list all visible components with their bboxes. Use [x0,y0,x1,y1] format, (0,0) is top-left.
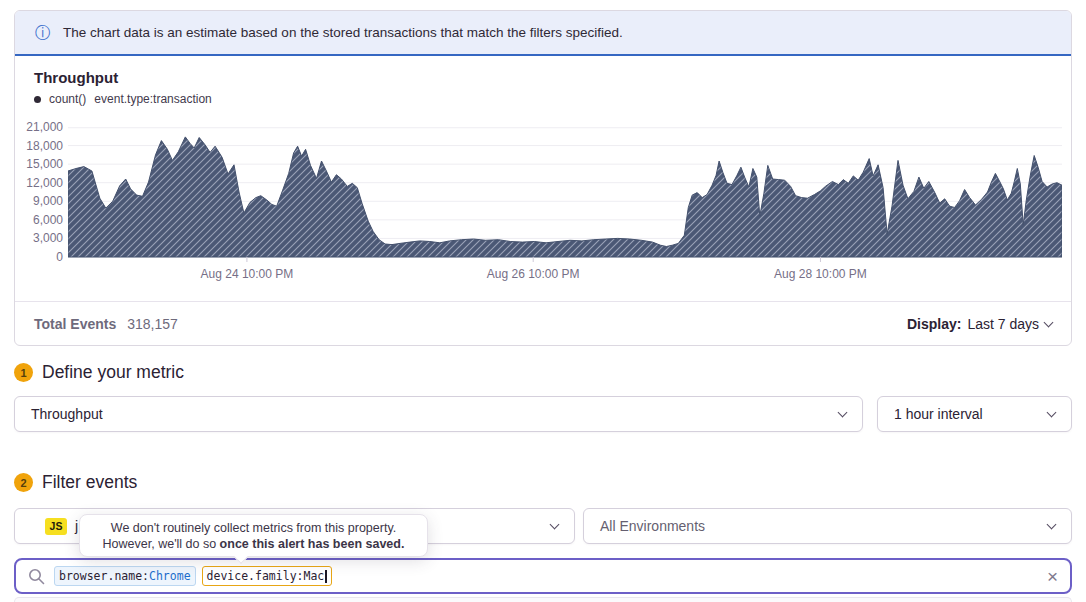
total-events-label: Total Events [34,316,116,332]
step2-title: Filter events [42,472,137,493]
display-range-dropdown[interactable]: Display: Last 7 days [907,316,1052,332]
alert-builder-page: ⓘ The chart data is an estimate based on… [0,0,1086,602]
interval-select-value: 1 hour interval [894,406,983,422]
legend-aggregate: count() [49,92,86,106]
estimate-info-banner: ⓘ The chart data is an estimate based on… [15,11,1071,56]
javascript-platform-icon: JS [45,518,67,535]
tooltip-line2: However, we'll do so once this alert has… [103,536,405,552]
step2-number-badge: 2 [14,473,33,492]
chart-title: Throughput [34,69,118,86]
total-events: Total Events 318,157 [34,316,178,332]
metric-select-value: Throughput [31,406,103,422]
chart-footer: Total Events 318,157 Display: Last 7 day… [15,301,1071,345]
clear-search-icon[interactable]: × [1047,567,1058,586]
tooltip-line1: We don't routinely collect metrics from … [111,520,396,536]
next-card-top-edge [14,597,1072,602]
throughput-chart-card: ⓘ The chart data is an estimate based on… [14,10,1072,346]
search-icon [28,568,45,585]
step2-header: 2 Filter events [14,472,137,493]
environment-select-value: All Environments [600,518,705,534]
display-label: Display: [907,316,961,332]
info-icon: ⓘ [35,25,51,41]
throughput-area-chart[interactable] [68,127,1062,264]
filter-token-device-family[interactable]: device.family:Mac [202,566,332,586]
step1-header: 1 Define your metric [14,362,184,383]
display-value: Last 7 days [967,316,1039,332]
chevron-down-icon [838,408,848,418]
metric-select[interactable]: Throughput [14,396,863,432]
chevron-down-icon [1047,520,1057,530]
interval-select[interactable]: 1 hour interval [877,396,1072,432]
total-events-value: 318,157 [127,316,178,332]
chevron-down-icon [1047,408,1057,418]
step1-title: Define your metric [42,362,184,383]
x-tick-marks [247,257,821,262]
series-dot-icon [34,96,41,103]
legend-query: event.type:transaction [94,92,211,106]
event-filter-search-input[interactable]: browser.name:Chrome device.family:Mac × [14,558,1072,594]
chevron-down-icon [550,520,560,530]
project-select-value: j [75,518,78,534]
chevron-down-icon [1044,317,1054,327]
banner-text: The chart data is an estimate based on t… [63,25,623,40]
step1-number-badge: 1 [14,363,33,382]
filter-token-browser-name[interactable]: browser.name:Chrome [54,566,196,586]
chart-legend: count() event.type:transaction [34,92,212,106]
text-cursor [325,570,327,583]
environment-select[interactable]: All Environments [583,508,1072,544]
chart-body: Throughput count() event.type:transactio… [15,56,1071,301]
area-series [68,137,1062,257]
metrics-collection-tooltip: We don't routinely collect metrics from … [79,514,428,557]
